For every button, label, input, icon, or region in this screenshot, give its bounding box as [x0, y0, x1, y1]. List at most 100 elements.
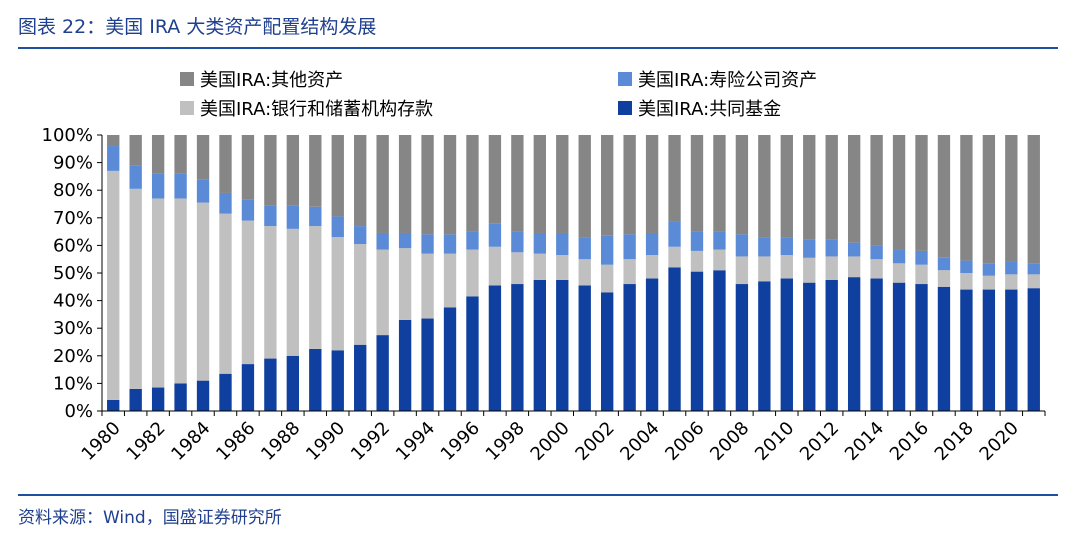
bar-other-1983	[174, 135, 187, 174]
bar-other-2017	[937, 135, 951, 258]
bar-insurance-2014	[870, 245, 883, 260]
bar-mutual_funds-1980	[107, 399, 120, 411]
bar-insurance-1985	[219, 192, 232, 214]
bar-insurance-2008	[735, 234, 749, 257]
bar-insurance-1993	[398, 232, 412, 249]
bar-bank_savings-2020	[1005, 274, 1018, 290]
bar-mutual_funds-2020	[1005, 289, 1018, 411]
bar-mutual_funds-2014	[870, 278, 883, 411]
bar-other-2009	[758, 135, 771, 238]
y-tick-label: 90%	[53, 153, 93, 174]
bar-other-1986	[241, 135, 255, 200]
bar-other-2007	[713, 135, 726, 232]
bar-mutual_funds-2005	[668, 267, 681, 411]
y-tick-label: 40%	[53, 291, 93, 312]
bar-bank_savings-1982	[151, 198, 165, 388]
x-tick-label: 1982	[122, 418, 169, 465]
bar-other-2019	[982, 135, 996, 264]
bar-mutual_funds-2010	[780, 278, 793, 411]
bar-bank_savings-1993	[398, 248, 412, 320]
bar-mutual_funds-1984	[196, 380, 210, 411]
bar-other-1989	[309, 135, 322, 207]
bar-bank_savings-2005	[668, 246, 681, 268]
bar-mutual_funds-1990	[331, 350, 344, 411]
y-tick-label: 30%	[53, 318, 93, 339]
bar-other-2012	[825, 135, 838, 240]
bar-mutual_funds-2001	[578, 285, 591, 411]
y-tick-label: 20%	[53, 346, 93, 367]
bar-bank_savings-2012	[825, 256, 838, 280]
bar-bank_savings-1990	[331, 237, 344, 351]
bar-insurance-2012	[825, 239, 838, 257]
bar-mutual_funds-2021	[1027, 288, 1040, 411]
bar-mutual_funds-1988	[286, 355, 300, 411]
bar-mutual_funds-2018	[960, 289, 973, 411]
bar-bank_savings-2016	[915, 264, 928, 285]
bar-mutual_funds-2015	[892, 282, 906, 411]
bar-insurance-1980	[107, 146, 120, 171]
bar-insurance-2001	[578, 237, 591, 260]
bar-bank_savings-2007	[713, 249, 726, 271]
x-tick-label: 1998	[482, 418, 529, 465]
bar-insurance-1986	[241, 199, 255, 221]
bar-mutual_funds-1983	[174, 383, 187, 411]
x-tick-label: 1992	[347, 418, 394, 465]
x-tick-label: 1994	[392, 418, 439, 465]
x-tick-label: 1986	[212, 418, 259, 465]
bar-insurance-1998	[511, 231, 524, 253]
bar-bank_savings-1992	[376, 249, 389, 336]
x-tick-label: 2016	[886, 418, 933, 465]
bar-bank_savings-2018	[960, 273, 973, 290]
bar-bank_savings-2008	[735, 256, 749, 285]
x-tick-label: 1996	[437, 418, 484, 465]
bar-other-2005	[668, 135, 681, 222]
legend-label-other: 美国IRA:其他资产	[200, 70, 343, 91]
bar-bank_savings-1989	[309, 226, 322, 349]
bar-insurance-1987	[264, 205, 277, 227]
bar-mutual_funds-2004	[645, 278, 659, 411]
y-tick-label: 10%	[53, 373, 93, 394]
bar-insurance-1994	[421, 234, 434, 254]
bar-insurance-2005	[668, 221, 681, 247]
y-tick-label: 80%	[53, 180, 93, 201]
bar-other-1980	[107, 135, 120, 147]
bar-bank_savings-1995	[443, 253, 457, 308]
bar-bank_savings-2004	[645, 255, 659, 279]
bar-mutual_funds-2013	[847, 277, 861, 411]
bar-mutual_funds-1994	[421, 318, 434, 411]
bar-mutual_funds-2017	[937, 286, 951, 411]
bar-bank_savings-2014	[870, 259, 883, 279]
bar-mutual_funds-1993	[398, 319, 412, 411]
source-divider	[18, 494, 1058, 496]
figure-title: 图表 22：美国 IRA 大类资产配置结构发展	[18, 16, 377, 38]
bar-mutual_funds-1989	[309, 348, 322, 411]
bar-insurance-2003	[623, 234, 636, 260]
bar-mutual_funds-2007	[713, 270, 726, 411]
bar-mutual_funds-1987	[264, 358, 277, 411]
bar-bank_savings-2009	[758, 256, 771, 282]
bar-insurance-2021	[1027, 263, 1040, 275]
bar-other-1999	[533, 135, 546, 233]
bar-mutual_funds-1995	[443, 307, 457, 411]
bar-insurance-2019	[982, 263, 996, 276]
bar-bank_savings-1996	[466, 249, 479, 297]
bar-insurance-2015	[892, 249, 906, 264]
bar-other-2010	[780, 135, 793, 238]
bar-mutual_funds-2002	[601, 292, 614, 411]
x-tick-label: 1980	[78, 418, 125, 465]
bar-mutual_funds-2006	[690, 271, 704, 411]
bar-bank_savings-1991	[354, 244, 367, 345]
bar-insurance-1990	[331, 216, 344, 238]
bar-mutual_funds-2003	[623, 284, 636, 411]
x-tick-label: 2012	[796, 418, 843, 465]
bar-other-2018	[960, 135, 973, 261]
bar-bank_savings-1999	[533, 253, 546, 280]
bar-bank_savings-1988	[286, 228, 300, 356]
bar-bank_savings-2015	[892, 263, 906, 283]
legend-label-bank_savings: 美国IRA:银行和储蓄机构存款	[200, 99, 433, 120]
bar-other-1993	[398, 135, 412, 233]
bar-insurance-1981	[129, 165, 142, 189]
bar-insurance-1984	[196, 179, 210, 203]
x-tick-label: 1988	[257, 418, 304, 465]
